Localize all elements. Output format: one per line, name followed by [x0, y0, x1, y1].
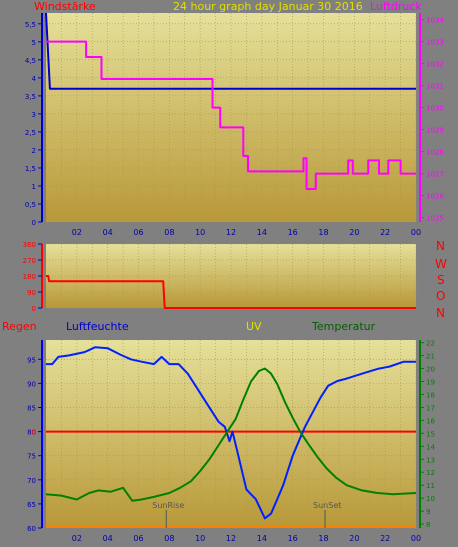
y-right-tick-label: 1034	[426, 17, 444, 25]
y-left-tick-label: 4,5	[25, 57, 36, 65]
wind-speed-label: Windstärke	[34, 0, 96, 13]
uv-label: UV	[246, 320, 262, 333]
x-tick-label: 20	[349, 228, 359, 237]
sunset-label: SunSet	[313, 501, 341, 510]
x-tick-label: 00	[411, 534, 421, 543]
x-tick-label: 04	[103, 228, 113, 237]
graph-title: 24 hour graph day Januar 30 2016	[173, 0, 363, 13]
series-line-windrichtung	[46, 275, 416, 309]
wind_direction-plot-area	[46, 244, 416, 308]
y-left-tick-label: 360	[23, 241, 36, 249]
x-tick-label: 02	[72, 534, 82, 543]
y-left-tick-label: 0	[32, 219, 36, 227]
y-left-tick-label: 85	[27, 404, 36, 412]
y-right-tick-label: 13	[426, 456, 435, 464]
y-left-tick-label: 5,5	[25, 21, 36, 29]
y-right-tick-label: 19	[426, 378, 435, 386]
y-left-tick-label: 70	[27, 477, 36, 485]
compass-o: O	[436, 289, 445, 303]
y-right-tick-label: 14	[426, 443, 435, 451]
x-tick-label: 08	[164, 534, 174, 543]
x-tick-label: 18	[318, 534, 328, 543]
y-left-tick-label: 95	[27, 356, 36, 364]
rain-label: Regen	[2, 320, 37, 333]
humidity-label: Luftfeuchte	[66, 320, 129, 333]
x-tick-label: 14	[257, 228, 267, 237]
x-tick-label: 14	[257, 534, 267, 543]
x-tick-label: 18	[318, 228, 328, 237]
y-right-tick-label: 1027	[426, 171, 444, 179]
y-right-tick-label: 12	[426, 469, 435, 477]
y-right-tick-label: 1031	[426, 83, 444, 91]
series-line-luftfeuchte	[46, 346, 416, 520]
y-left-tick-label: 1	[32, 183, 36, 191]
series-line-windstärke	[45, 12, 416, 90]
x-tick-label: 02	[72, 228, 82, 237]
x-tick-label: 20	[349, 534, 359, 543]
y-left-tick-label: 2,5	[25, 129, 36, 137]
y-right-tick-label: 1029	[426, 127, 444, 135]
x-tick-label: 12	[226, 228, 236, 237]
y-left-tick-label: 60	[27, 525, 36, 533]
y-right-tick-label: 1028	[426, 149, 444, 157]
sunrise-label: SunRise	[152, 501, 184, 510]
x-tick-label: 12	[226, 534, 236, 543]
x-tick-label: 00	[411, 228, 421, 237]
y-right-tick-label: 21	[426, 353, 435, 361]
y-right-tick-label: 1030	[426, 105, 444, 113]
y-left-tick-label: 180	[23, 273, 36, 281]
y-left-tick-label: 65	[27, 501, 36, 509]
y-right-tick-label: 17	[426, 404, 435, 412]
series-line-temperatur	[45, 367, 417, 502]
compass-n-top: N	[436, 239, 445, 253]
y-right-tick-label: 1025	[426, 215, 444, 223]
pressure-label: Luftdruck	[370, 0, 422, 13]
x-tick-label: 16	[288, 228, 298, 237]
x-tick-label: 16	[288, 534, 298, 543]
temperature-label: Temperatur	[311, 320, 376, 333]
y-right-tick-label: 9	[426, 508, 430, 516]
y-right-tick-label: 1026	[426, 193, 444, 201]
compass-n-bottom: N	[436, 306, 445, 320]
x-tick-label: 10	[195, 228, 205, 237]
y-left-tick-label: 1,5	[25, 165, 36, 173]
y-left-tick-label: 270	[23, 257, 36, 265]
x-tick-label: 22	[380, 228, 390, 237]
y-left-tick-label: 0,5	[25, 201, 36, 209]
compass-w: W	[435, 257, 447, 271]
y-left-tick-label: 0	[32, 305, 36, 313]
y-left-tick-label: 3	[32, 111, 36, 119]
y-left-tick-label: 90	[27, 380, 36, 388]
y-right-tick-label: 10	[426, 495, 435, 503]
x-tick-label: 06	[133, 228, 143, 237]
y-left-tick-label: 90	[27, 289, 36, 297]
y-left-tick-label: 2	[32, 147, 36, 155]
y-right-tick-label: 15	[426, 430, 435, 438]
x-tick-label: 10	[195, 534, 205, 543]
y-left-tick-label: 4	[32, 75, 37, 83]
y-left-tick-label: 5	[32, 39, 36, 47]
x-tick-label: 08	[164, 228, 174, 237]
y-right-tick-label: 20	[426, 366, 435, 374]
rain-tick-label: 0	[32, 429, 36, 437]
y-right-tick-label: 8	[426, 521, 430, 529]
y-right-tick-label: 1032	[426, 61, 444, 69]
series-line-luftdruck	[46, 40, 416, 190]
x-tick-label: 22	[380, 534, 390, 543]
y-right-tick-label: 18	[426, 391, 435, 399]
y-right-tick-label: 16	[426, 417, 435, 425]
y-left-tick-label: 75	[27, 453, 36, 461]
y-right-tick-label: 22	[426, 340, 435, 348]
x-tick-label: 06	[133, 534, 143, 543]
y-right-tick-label: 11	[426, 482, 435, 490]
x-tick-label: 04	[103, 534, 113, 543]
y-right-tick-label: 1033	[426, 39, 444, 47]
y-left-tick-label: 3,5	[25, 93, 36, 101]
compass-s: S	[437, 273, 445, 287]
y-left-tick-label: 80	[27, 429, 36, 437]
